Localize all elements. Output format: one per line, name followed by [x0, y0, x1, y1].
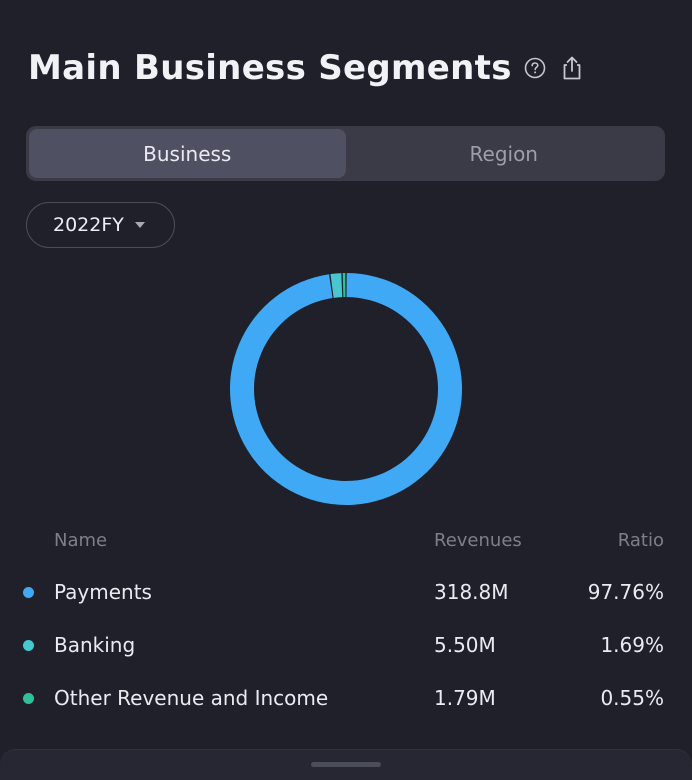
row-name: Banking: [54, 633, 136, 657]
question-circle-icon[interactable]: [524, 57, 546, 79]
row-revenues: 1.79M: [434, 686, 496, 710]
donut-slice-other[interactable]: [342, 273, 346, 298]
row-ratio: 1.69%: [600, 633, 664, 657]
donut-slice-payments[interactable]: [230, 273, 462, 505]
row-ratio: 0.55%: [600, 686, 664, 710]
bottom-sheet[interactable]: [0, 749, 692, 780]
title-row: Main Business Segments: [28, 44, 584, 92]
table-row[interactable]: Payments 318.8M 97.76%: [0, 572, 692, 612]
donut-chart-svg: [230, 273, 462, 505]
table-row[interactable]: Banking 5.50M 1.69%: [0, 625, 692, 665]
column-header-revenues: Revenues: [434, 529, 522, 551]
period-value: 2022FY: [53, 214, 124, 236]
legend-dot: [23, 587, 34, 598]
legend-dot: [23, 640, 34, 651]
tab-region[interactable]: Region: [469, 141, 538, 166]
row-revenues: 318.8M: [434, 580, 509, 604]
caret-down-icon: [134, 220, 146, 230]
legend-dot: [23, 693, 34, 704]
table-header: Name Revenues Ratio: [0, 520, 692, 560]
period-dropdown[interactable]: 2022FY: [26, 202, 175, 248]
share-icon[interactable]: [560, 55, 584, 81]
column-header-name: Name: [54, 529, 108, 551]
segment-toggle: Business Region: [26, 126, 665, 181]
row-ratio: 97.76%: [587, 580, 664, 604]
drag-handle[interactable]: [311, 762, 381, 767]
donut-chart: [229, 272, 463, 506]
tab-business[interactable]: Business: [29, 129, 346, 178]
page-title: Main Business Segments: [28, 48, 512, 88]
column-header-ratio: Ratio: [617, 529, 664, 551]
row-name: Other Revenue and Income: [54, 686, 329, 710]
row-revenues: 5.50M: [434, 633, 496, 657]
table-row[interactable]: Other Revenue and Income 1.79M 0.55%: [0, 678, 692, 718]
row-name: Payments: [54, 580, 152, 604]
donut-slice-banking[interactable]: [330, 273, 343, 298]
